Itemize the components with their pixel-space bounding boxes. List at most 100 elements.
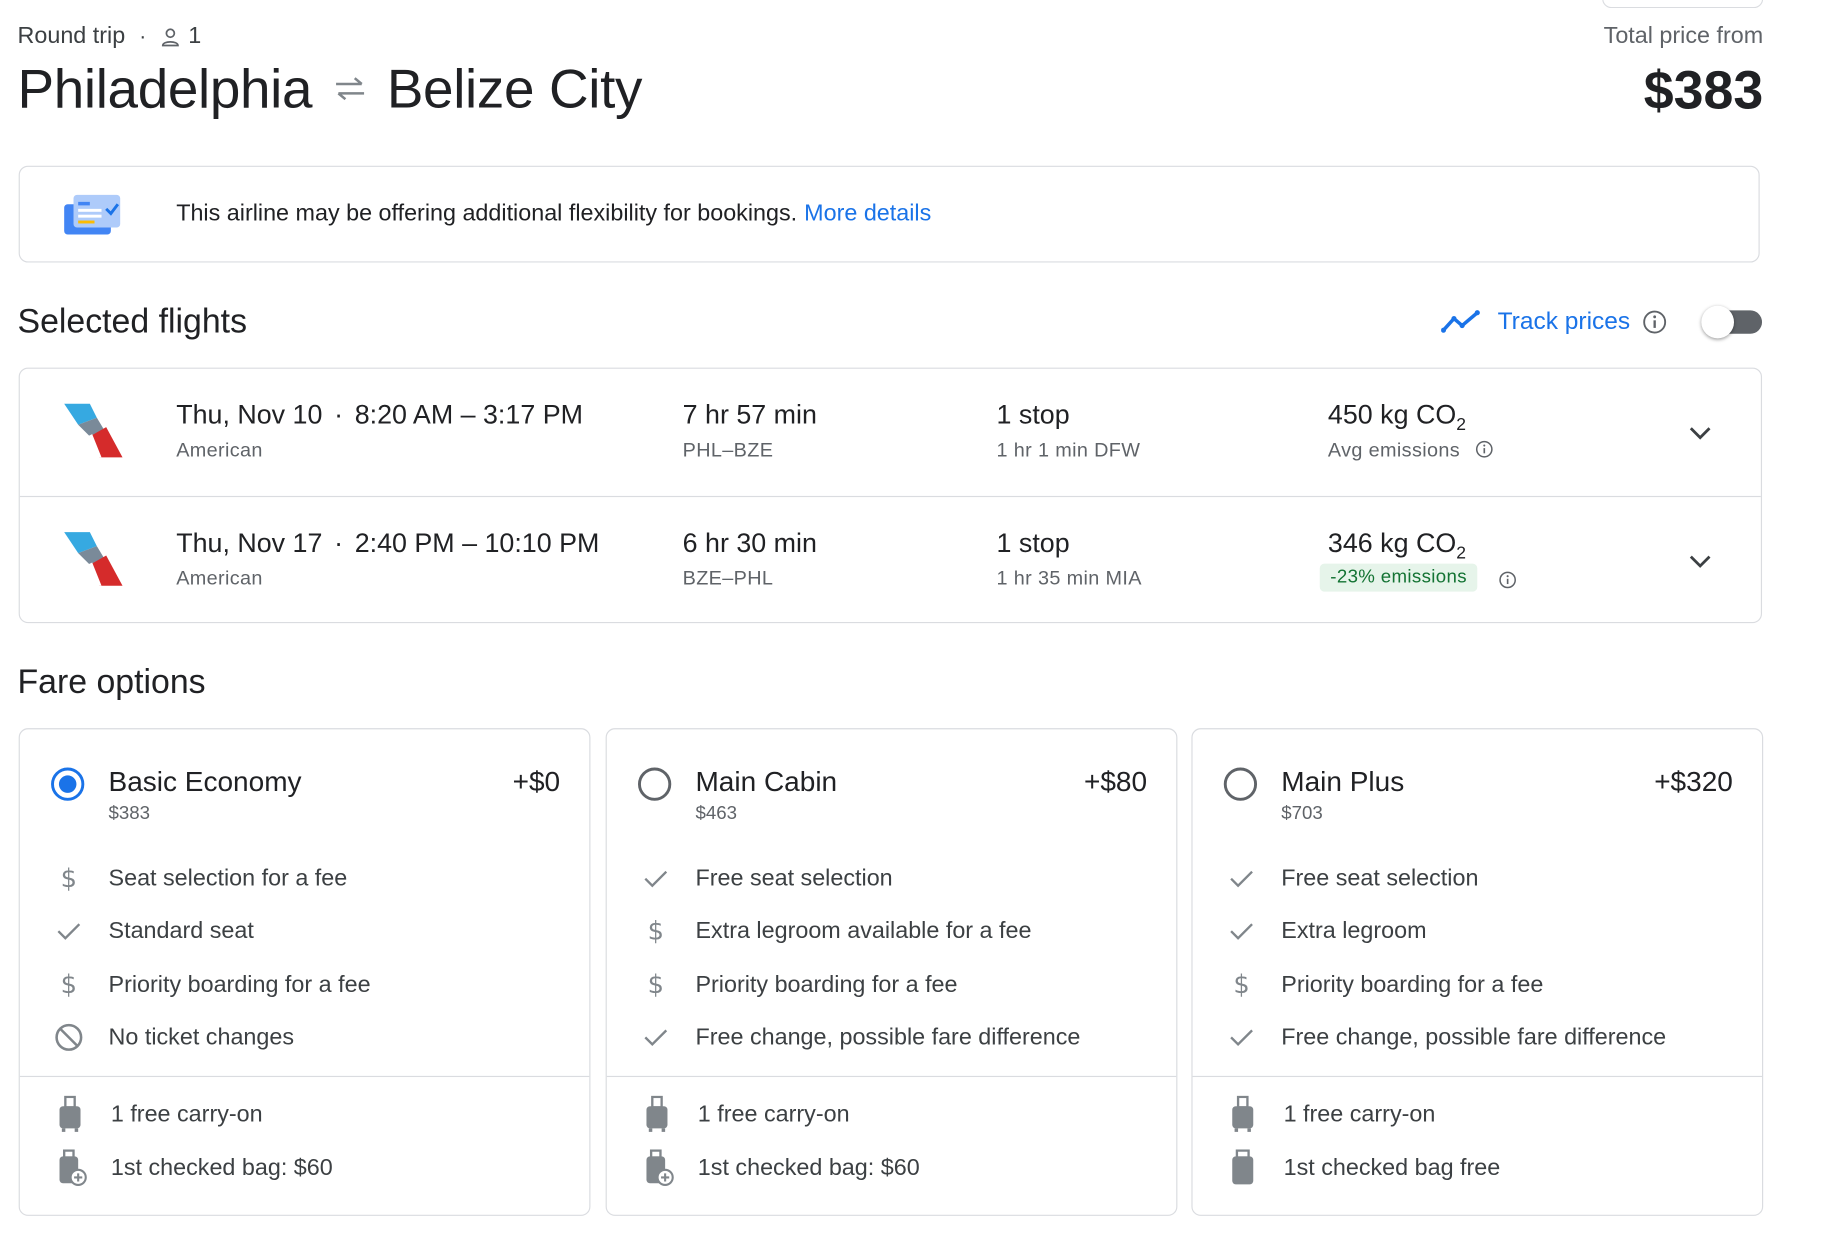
flight-date: Thu, Nov 17 <box>176 527 323 558</box>
no-icon <box>53 1022 86 1052</box>
selected-flights-list: Thu, Nov 10 · 8:20 AM – 3:17 PM American 7… <box>18 367 1763 624</box>
american-airlines-logo <box>64 403 123 458</box>
flight-route: BZE–PHL <box>682 567 774 590</box>
dollar-icon: $ <box>60 864 78 894</box>
check-icon <box>639 867 672 890</box>
destination-city: Belize City <box>386 57 643 120</box>
check-icon <box>1225 867 1258 890</box>
flight-row-return[interactable]: Thu, Nov 17 · 2:40 PM – 10:10 PM American … <box>19 495 1761 624</box>
fare-feature: Free change, possible fare difference <box>639 1020 1080 1055</box>
radio-selected[interactable] <box>50 767 85 802</box>
more-details-link[interactable]: More details <box>804 200 932 227</box>
track-prices-toggle[interactable] <box>1701 305 1763 339</box>
flight-row-outbound[interactable]: Thu, Nov 10 · 8:20 AM – 3:17 PM American 7… <box>20 369 1761 496</box>
origin-city: Philadelphia <box>17 57 313 120</box>
trip-meta: Round trip · 1 <box>17 23 202 50</box>
total-price: $383 <box>1643 59 1764 121</box>
fare-feature: $ Extra legroom available for a fee <box>639 914 1032 949</box>
flight-duration: 7 hr 57 min <box>682 399 817 430</box>
info-icon[interactable] <box>1642 309 1668 335</box>
carry-on-icon <box>59 1095 81 1132</box>
selected-flights-title: Selected flights <box>17 303 247 341</box>
trip-type: Round trip <box>17 23 126 50</box>
round-trip-arrows-icon <box>331 75 368 101</box>
emissions-badge: -23% emissions <box>1319 563 1478 592</box>
fare-bag: 1 free carry-on <box>644 1095 850 1133</box>
radio-unselected[interactable] <box>637 767 672 802</box>
total-price-label: Total price from <box>1603 23 1764 50</box>
fare-feature: $ Priority boarding for a fee <box>639 967 958 1002</box>
flight-route: PHL–BZE <box>682 438 774 461</box>
check-icon <box>1225 1026 1258 1049</box>
chevron-down-icon[interactable] <box>1686 550 1714 573</box>
fare-options-title: Fare options <box>17 663 206 702</box>
person-icon <box>162 27 180 46</box>
checked-bag-icon <box>1232 1149 1254 1185</box>
fare-name: Basic Economy <box>108 766 302 799</box>
carry-on-icon <box>646 1095 668 1132</box>
fare-card-main-plus[interactable]: Main Plus $703 +$320 Free seat selection… <box>1191 728 1764 1216</box>
flight-layover: 1 hr 1 min DFW <box>996 438 1141 461</box>
emissions-info-icon[interactable] <box>1498 571 1517 590</box>
airline-name: American <box>176 567 263 590</box>
dollar-icon: $ <box>60 970 78 1000</box>
flight-layover: 1 hr 35 min MIA <box>996 567 1142 590</box>
emissions-info-icon[interactable] <box>1475 440 1494 459</box>
check-icon <box>1225 920 1258 943</box>
flight-stops: 1 stop <box>996 399 1070 430</box>
airline-name: American <box>176 438 263 461</box>
flight-duration: 6 hr 30 min <box>682 527 817 558</box>
route-title: Philadelphia Belize City <box>18 56 643 120</box>
fare-price-delta: +$80 <box>1083 766 1148 799</box>
fare-feature: Free seat selection <box>639 861 893 896</box>
fare-bag: 1 free carry-on <box>1230 1095 1435 1133</box>
fare-feature: No ticket changes <box>53 1020 294 1055</box>
fare-feature: $ Seat selection for a fee <box>53 861 348 896</box>
passenger-count: 1 <box>188 23 202 50</box>
check-icon <box>53 920 86 943</box>
fare-feature: Free change, possible fare difference <box>1225 1020 1666 1055</box>
flexibility-banner: This airline may be offering additional … <box>18 165 1760 263</box>
fare-card-basic-economy[interactable]: Basic Economy $383 +$0 $ Seat selection … <box>18 728 591 1216</box>
fare-bag: 1st checked bag: $60 <box>57 1149 333 1187</box>
check-icon <box>639 1026 672 1049</box>
fare-bag: 1 free carry-on <box>57 1095 263 1133</box>
fare-price: $703 <box>1281 803 1323 824</box>
emissions-label: Avg emissions <box>1327 438 1461 461</box>
fare-bag: 1st checked bag: $60 <box>644 1149 920 1187</box>
co2-amount: 346 kg CO2 <box>1327 527 1466 564</box>
fare-card-main-cabin[interactable]: Main Cabin $463 +$80 Free seat selection… <box>605 728 1178 1216</box>
fare-price: $463 <box>695 803 738 824</box>
trend-chart-icon <box>1441 310 1481 333</box>
flight-stops: 1 stop <box>996 527 1070 558</box>
fare-bag: 1st checked bag free <box>1230 1149 1500 1186</box>
dollar-icon: $ <box>647 916 664 946</box>
flight-times: 8:20 AM – 3:17 PM <box>354 399 583 430</box>
dollar-icon: $ <box>647 970 664 1000</box>
fare-feature: Extra legroom <box>1225 914 1427 949</box>
co2-amount: 450 kg CO2 <box>1327 399 1466 435</box>
carry-on-icon <box>1232 1095 1254 1132</box>
dollar-icon: $ <box>1233 970 1250 1000</box>
flexibility-message: This airline may be offering additional … <box>176 200 798 227</box>
fare-name: Main Cabin <box>695 766 838 799</box>
fare-price: $383 <box>108 803 151 824</box>
track-prices-label[interactable]: Track prices <box>1497 308 1631 335</box>
fare-feature: $ Priority boarding for a fee <box>1225 967 1543 1002</box>
fare-feature: Free seat selection <box>1225 861 1478 896</box>
checked-bag-fee-icon <box>59 1149 87 1187</box>
fare-price-delta: +$0 <box>512 766 561 799</box>
top-tab-edge <box>1602 0 1764 9</box>
flight-date: Thu, Nov 10 <box>176 399 323 430</box>
ticket-icon <box>64 194 121 235</box>
track-prices[interactable]: Track prices <box>1441 308 1668 336</box>
fare-feature: $ Priority boarding for a fee <box>53 967 371 1002</box>
fare-price-delta: +$320 <box>1654 766 1733 799</box>
flight-times: 2:40 PM – 10:10 PM <box>354 527 600 558</box>
fare-name: Main Plus <box>1281 766 1405 799</box>
checked-bag-fee-icon <box>646 1149 674 1187</box>
chevron-down-icon[interactable] <box>1686 421 1714 444</box>
american-airlines-logo <box>64 532 123 586</box>
fare-feature: Standard seat <box>53 914 254 949</box>
radio-unselected[interactable] <box>1223 767 1258 802</box>
